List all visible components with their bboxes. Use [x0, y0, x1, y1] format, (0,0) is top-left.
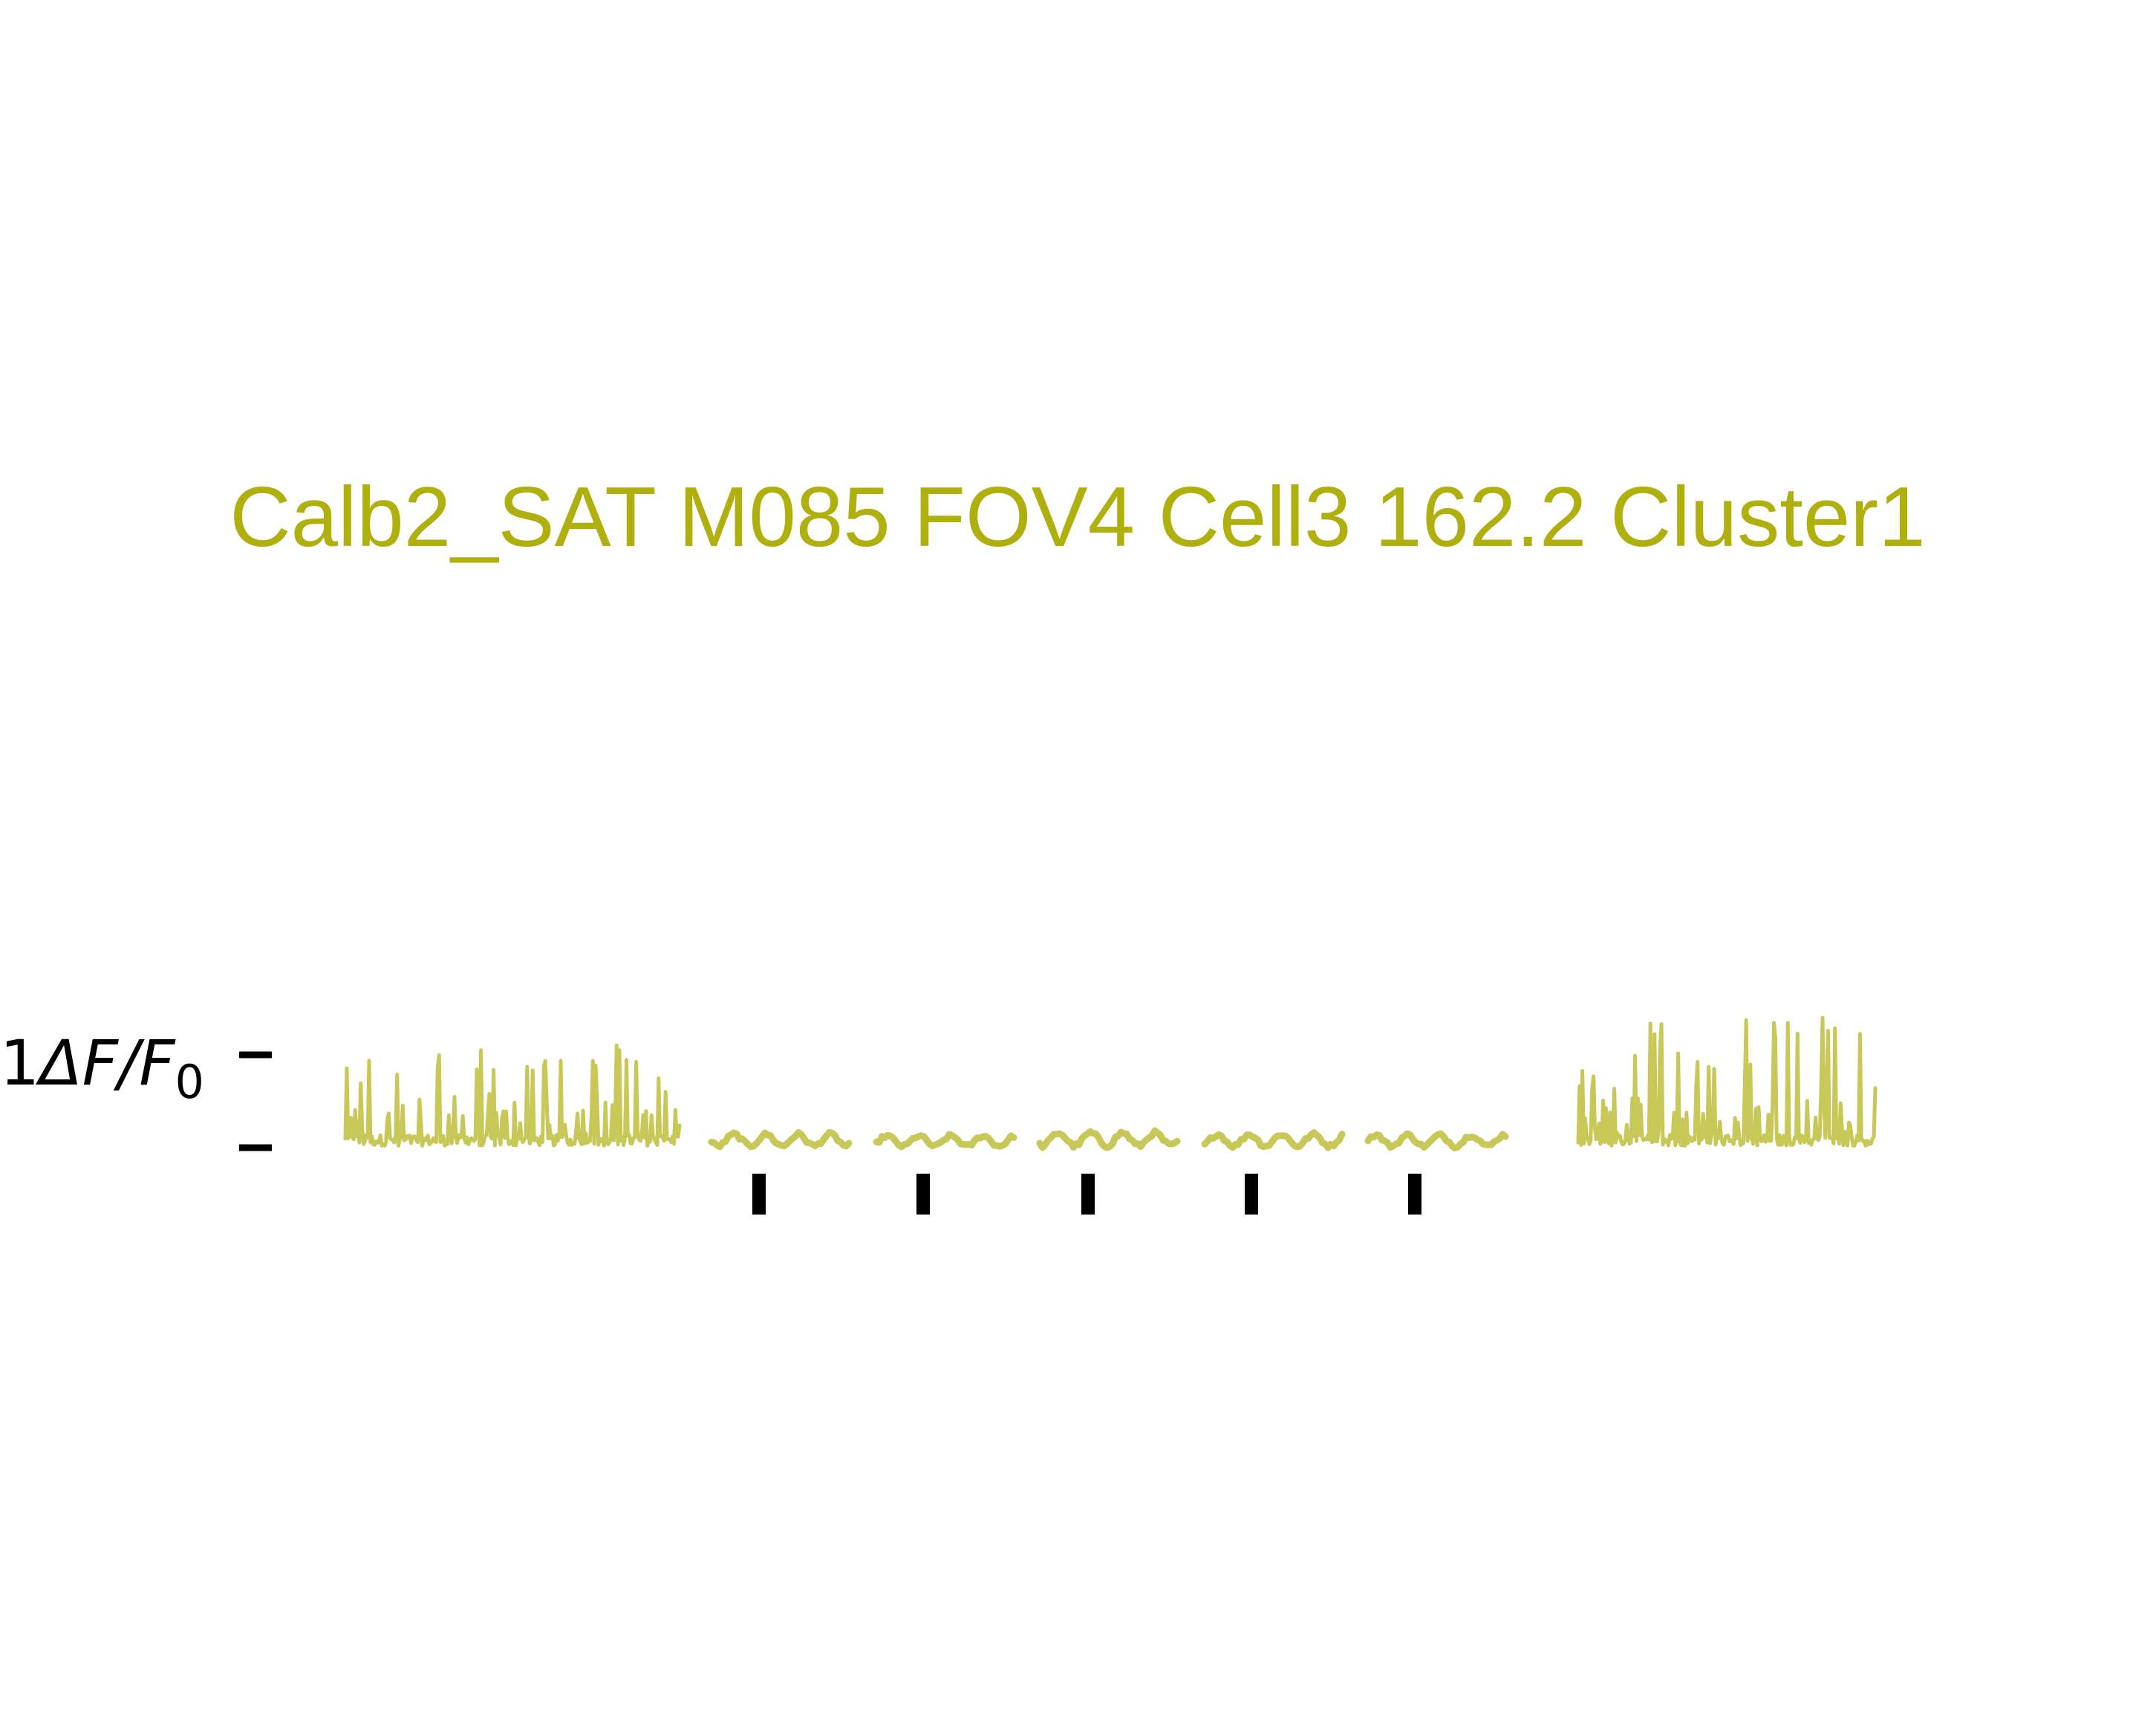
y-scale-value: 1 [0, 1027, 39, 1099]
stimulus-marker-3 [1081, 1174, 1095, 1215]
trace-stim-3 [1036, 1127, 1181, 1151]
y-label-subscript: 0 [175, 1055, 204, 1109]
stimulus-marker-2 [916, 1174, 930, 1215]
stimulus-marker-group [752, 1174, 1421, 1215]
trace-stim-5 [1364, 1130, 1509, 1151]
trace-post [1576, 1015, 1877, 1148]
stimulus-marker-1 [752, 1174, 766, 1215]
stimulus-marker-5 [1408, 1174, 1421, 1215]
trace-group [343, 1015, 1877, 1151]
stimulus-marker-4 [1245, 1174, 1258, 1215]
trace-baseline [343, 1043, 682, 1148]
trace-stim-2 [873, 1131, 1017, 1151]
trace-stim-4 [1201, 1129, 1346, 1151]
y-label-main: ΔF/F [35, 1027, 176, 1099]
trace-stim-1 [708, 1128, 853, 1151]
y-axis-label: 1ΔF/F0 [0, 1027, 204, 1109]
chart-title: Calb2_SAT M085 FOV4 Cell3 162.2 Cluster1 [229, 470, 1925, 565]
